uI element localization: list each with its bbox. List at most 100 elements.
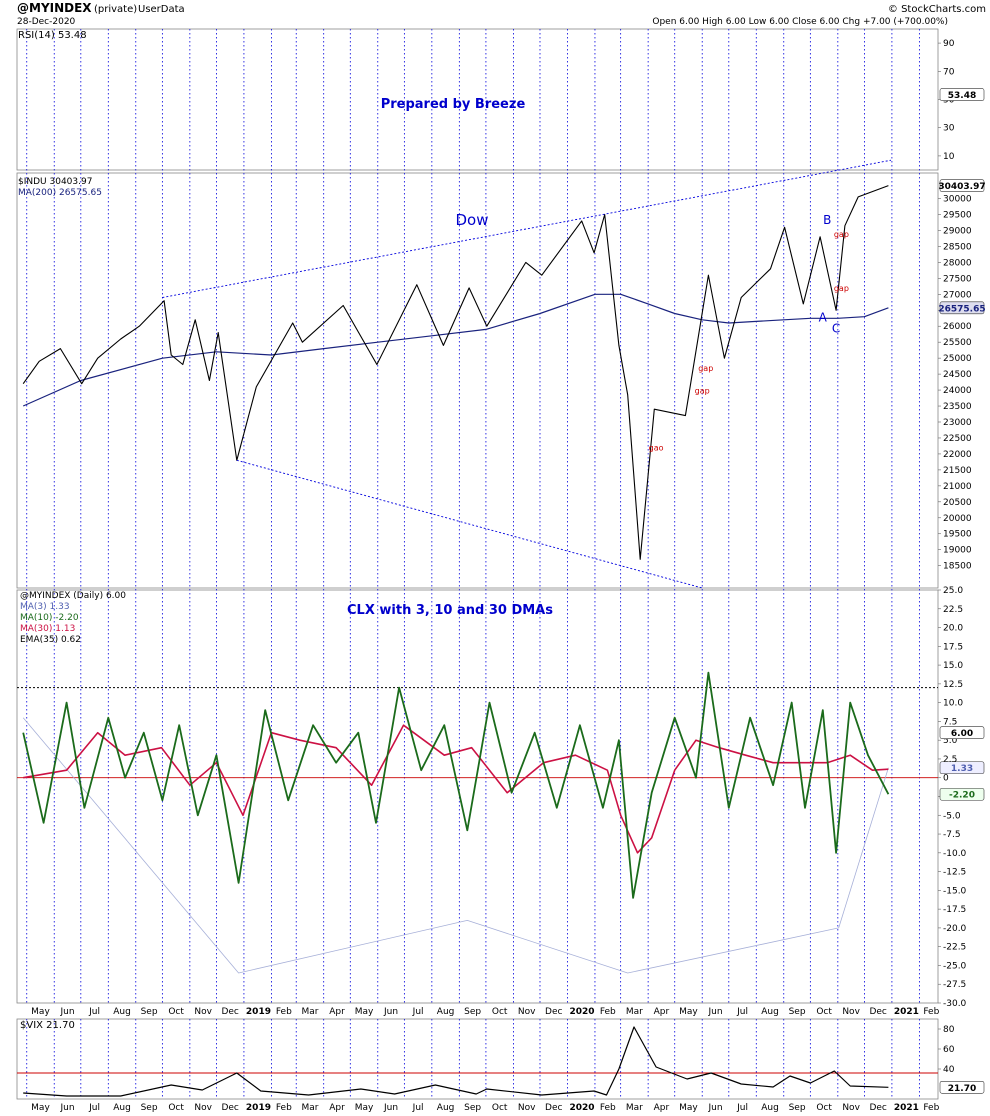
y-tick-label: 28500 <box>943 242 972 252</box>
y-tick-label: 90 <box>943 39 955 49</box>
y-tick-label: -7.5 <box>943 830 961 840</box>
x-tick-label: Oct <box>168 1103 184 1113</box>
rsi-last-value: 53.48 <box>948 91 976 101</box>
vix-last-value-box <box>939 1081 985 1094</box>
gap-label: gap <box>834 230 849 239</box>
x-tick-label: Sep <box>789 1103 806 1113</box>
price-last-value-box <box>939 179 985 192</box>
x-tick-label: Apr <box>654 1007 670 1017</box>
clx-title: CLX with 3, 10 and 30 DMAs <box>347 603 553 618</box>
y-tick-label: 15.0 <box>943 661 963 671</box>
x-tick-label: Nov <box>194 1007 212 1017</box>
y-tick-label: 5.0 <box>943 736 958 746</box>
x-tick-label: Aug <box>437 1007 455 1017</box>
x-tick-label: Aug <box>113 1103 131 1113</box>
y-tick-label: 21000 <box>943 482 972 492</box>
x-tick-label: Jun <box>707 1007 722 1017</box>
chart-date: 28-Dec-2020 <box>17 17 76 27</box>
rsi-legend: RSI(14) 53.48 <box>18 30 87 41</box>
x-tick-label: 2021 <box>894 1103 919 1113</box>
x-tick-label: Mar <box>301 1007 318 1017</box>
y-tick-label: 80 <box>943 1025 955 1035</box>
source-label: UserData <box>138 4 185 15</box>
y-tick-label: -12.5 <box>943 868 966 878</box>
brand-label: © StockCharts.com <box>888 4 986 15</box>
x-tick-label: Sep <box>464 1007 481 1017</box>
y-tick-label: -20.0 <box>943 924 967 934</box>
symbol-note: (private) <box>94 4 137 15</box>
x-axes: May May Jun Jun Jul Jul Aug Aug Sep Sep Oct Oct Nov N… <box>31 1007 939 1113</box>
y-tick-label: 19500 <box>943 530 972 540</box>
y-tick-label: 30 <box>943 124 955 134</box>
y-tick-label: 22.5 <box>943 605 963 615</box>
x-tick-label: Jul <box>88 1103 100 1113</box>
y-tick-label: 18500 <box>943 562 972 572</box>
clx-legend-ma30: MA(30) 1.13 <box>20 624 75 634</box>
x-tick-label: Jul <box>412 1007 424 1017</box>
month-gridlines <box>26 29 920 1099</box>
y-tick-label: 27500 <box>943 274 972 284</box>
x-tick-label: Dec <box>869 1007 886 1017</box>
x-tick-label: Apr <box>329 1007 345 1017</box>
x-tick-label: Sep <box>464 1103 481 1113</box>
panel-frame-price <box>16 172 939 589</box>
y-tick-label: -30.0 <box>943 999 967 1009</box>
y-tick-label: 25000 <box>943 354 972 364</box>
y-tick-label: 17.5 <box>943 642 963 652</box>
panel-frame-clx <box>16 589 939 1004</box>
ma200-last-value: 26575.65 <box>938 304 985 314</box>
dow-title: Dow <box>456 211 489 229</box>
ma3-line <box>22 717 889 974</box>
x-tick-label: May <box>31 1007 50 1017</box>
y-tick-label: 0 <box>943 774 949 784</box>
y-tick-label: 25500 <box>943 338 972 348</box>
panel-frames <box>16 28 939 1100</box>
x-tick-label: Nov <box>842 1007 860 1017</box>
y-tick-label: 28000 <box>943 258 972 268</box>
x-tick-label: Jul <box>736 1103 748 1113</box>
y-tick-label: 20.0 <box>943 624 963 634</box>
x-tick-label: May <box>31 1103 50 1113</box>
x-tick-label: Jul <box>412 1103 424 1113</box>
x-tick-label: May <box>679 1103 698 1113</box>
vix-legend: $VIX 21.70 <box>20 1020 75 1031</box>
y-tick-label: -25.0 <box>943 961 967 971</box>
vix-line <box>23 1026 889 1097</box>
x-tick-label: 2021 <box>894 1007 919 1017</box>
x-tick-label: Mar <box>626 1007 643 1017</box>
x-tick-label: May <box>355 1007 374 1017</box>
x-tick-label: Oct <box>816 1103 832 1113</box>
y-tick-label: 60 <box>943 1045 955 1055</box>
prepared-by-annotation: Prepared by Breeze <box>381 97 526 112</box>
y-tick-label: 10.0 <box>943 699 963 709</box>
rsi-last-value-box <box>939 88 985 101</box>
x-tick-label: Sep <box>141 1103 158 1113</box>
ma10-last-value-box <box>939 787 985 801</box>
y-tick-label: 12.5 <box>943 680 963 690</box>
wave-label: B <box>823 213 831 227</box>
y-tick-label: 27000 <box>943 290 972 300</box>
x-tick-label: 2019 <box>246 1007 271 1017</box>
y-tick-label: -27.5 <box>943 980 966 990</box>
indu-price-line <box>22 185 889 560</box>
x-tick-label: Jun <box>707 1103 722 1113</box>
ma200-line <box>22 293 889 407</box>
x-tick-label: Nov <box>518 1007 536 1017</box>
y-tick-label: 24500 <box>943 370 972 380</box>
lower-trendline <box>236 459 703 589</box>
x-tick-label: Dec <box>221 1007 238 1017</box>
clx-legend-ma10: MA(10) -2.20 <box>20 613 79 623</box>
panel-frame-vix <box>16 1018 939 1100</box>
x-tick-label: Mar <box>301 1103 318 1113</box>
x-tick-label: Nov <box>518 1103 536 1113</box>
wave-label: A <box>819 310 828 324</box>
ma30-line <box>23 724 889 854</box>
price-legend-ma200: MA(200) 26575.65 <box>18 188 102 198</box>
series-layer <box>17 159 938 1097</box>
ma10-last-value: -2.20 <box>949 791 975 801</box>
x-tick-label: Aug <box>437 1103 455 1113</box>
y-tick-label: -10.0 <box>943 849 967 859</box>
clx-last-value: 6.00 <box>951 729 973 739</box>
x-tick-label: Jul <box>88 1007 100 1017</box>
upper-trendline <box>162 159 892 298</box>
